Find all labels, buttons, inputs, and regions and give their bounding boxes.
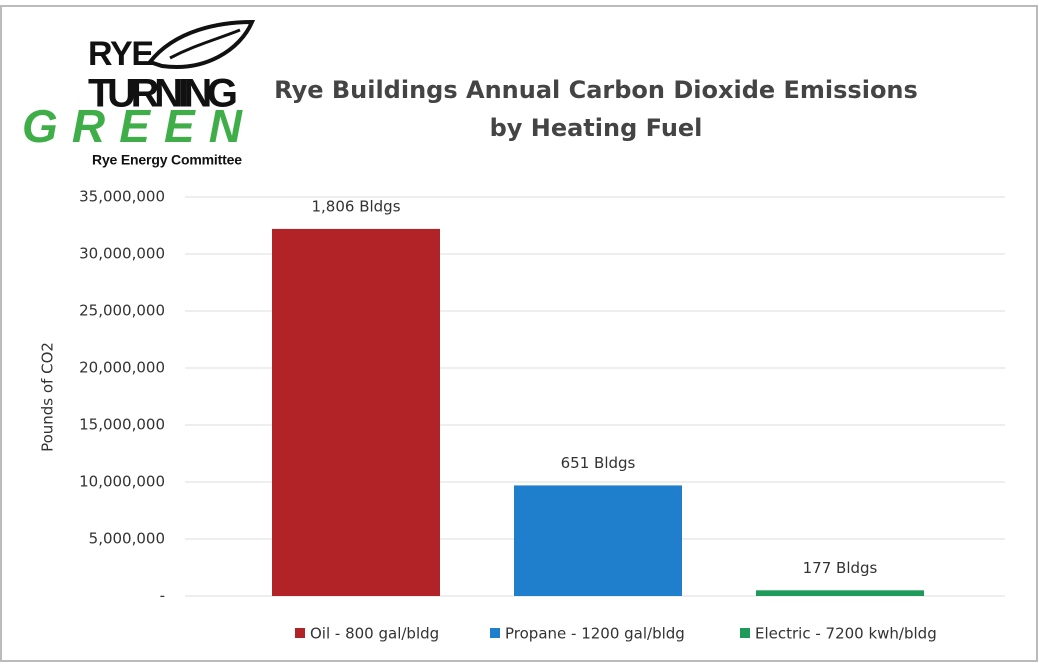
y-tick-label: 25,000,000 <box>79 302 165 320</box>
y-tick-label: 5,000,000 <box>89 530 165 548</box>
legend-label: Oil - 800 gal/bldg <box>310 625 439 643</box>
chart-title: Rye Buildings Annual Carbon Dioxide Emis… <box>274 76 918 104</box>
y-tick-label: 15,000,000 <box>79 416 165 434</box>
y-tick-label: 30,000,000 <box>79 245 165 263</box>
bar <box>272 228 440 597</box>
y-tick-label: - <box>160 587 165 605</box>
legend-swatch <box>490 628 500 638</box>
chart-subtitle: by Heating Fuel <box>490 114 703 142</box>
logo-text: RYE <box>88 35 154 73</box>
bar-annotation: 1,806 Bldgs <box>311 197 400 215</box>
logo-text: TURNING <box>88 72 238 116</box>
bar-annotation: 177 Bldgs <box>803 559 878 577</box>
logo-text: GREEN <box>22 100 243 152</box>
bar <box>514 485 682 596</box>
bar <box>756 590 924 596</box>
bar-annotation: 651 Bldgs <box>561 454 636 472</box>
legend-swatch <box>295 628 305 638</box>
leaf-vein <box>169 28 241 60</box>
legend-label: Propane - 1200 gal/bldg <box>505 625 685 643</box>
legend-swatch <box>740 628 750 638</box>
y-tick-label: 35,000,000 <box>79 188 165 206</box>
y-tick-label: 20,000,000 <box>79 359 165 377</box>
y-tick-label: 10,000,000 <box>79 473 165 491</box>
legend-label: Electric - 7200 kwh/bldg <box>755 625 937 643</box>
y-axis-label: Pounds of CO2 <box>39 342 57 452</box>
logo-text: Rye Energy Committee <box>92 152 242 168</box>
